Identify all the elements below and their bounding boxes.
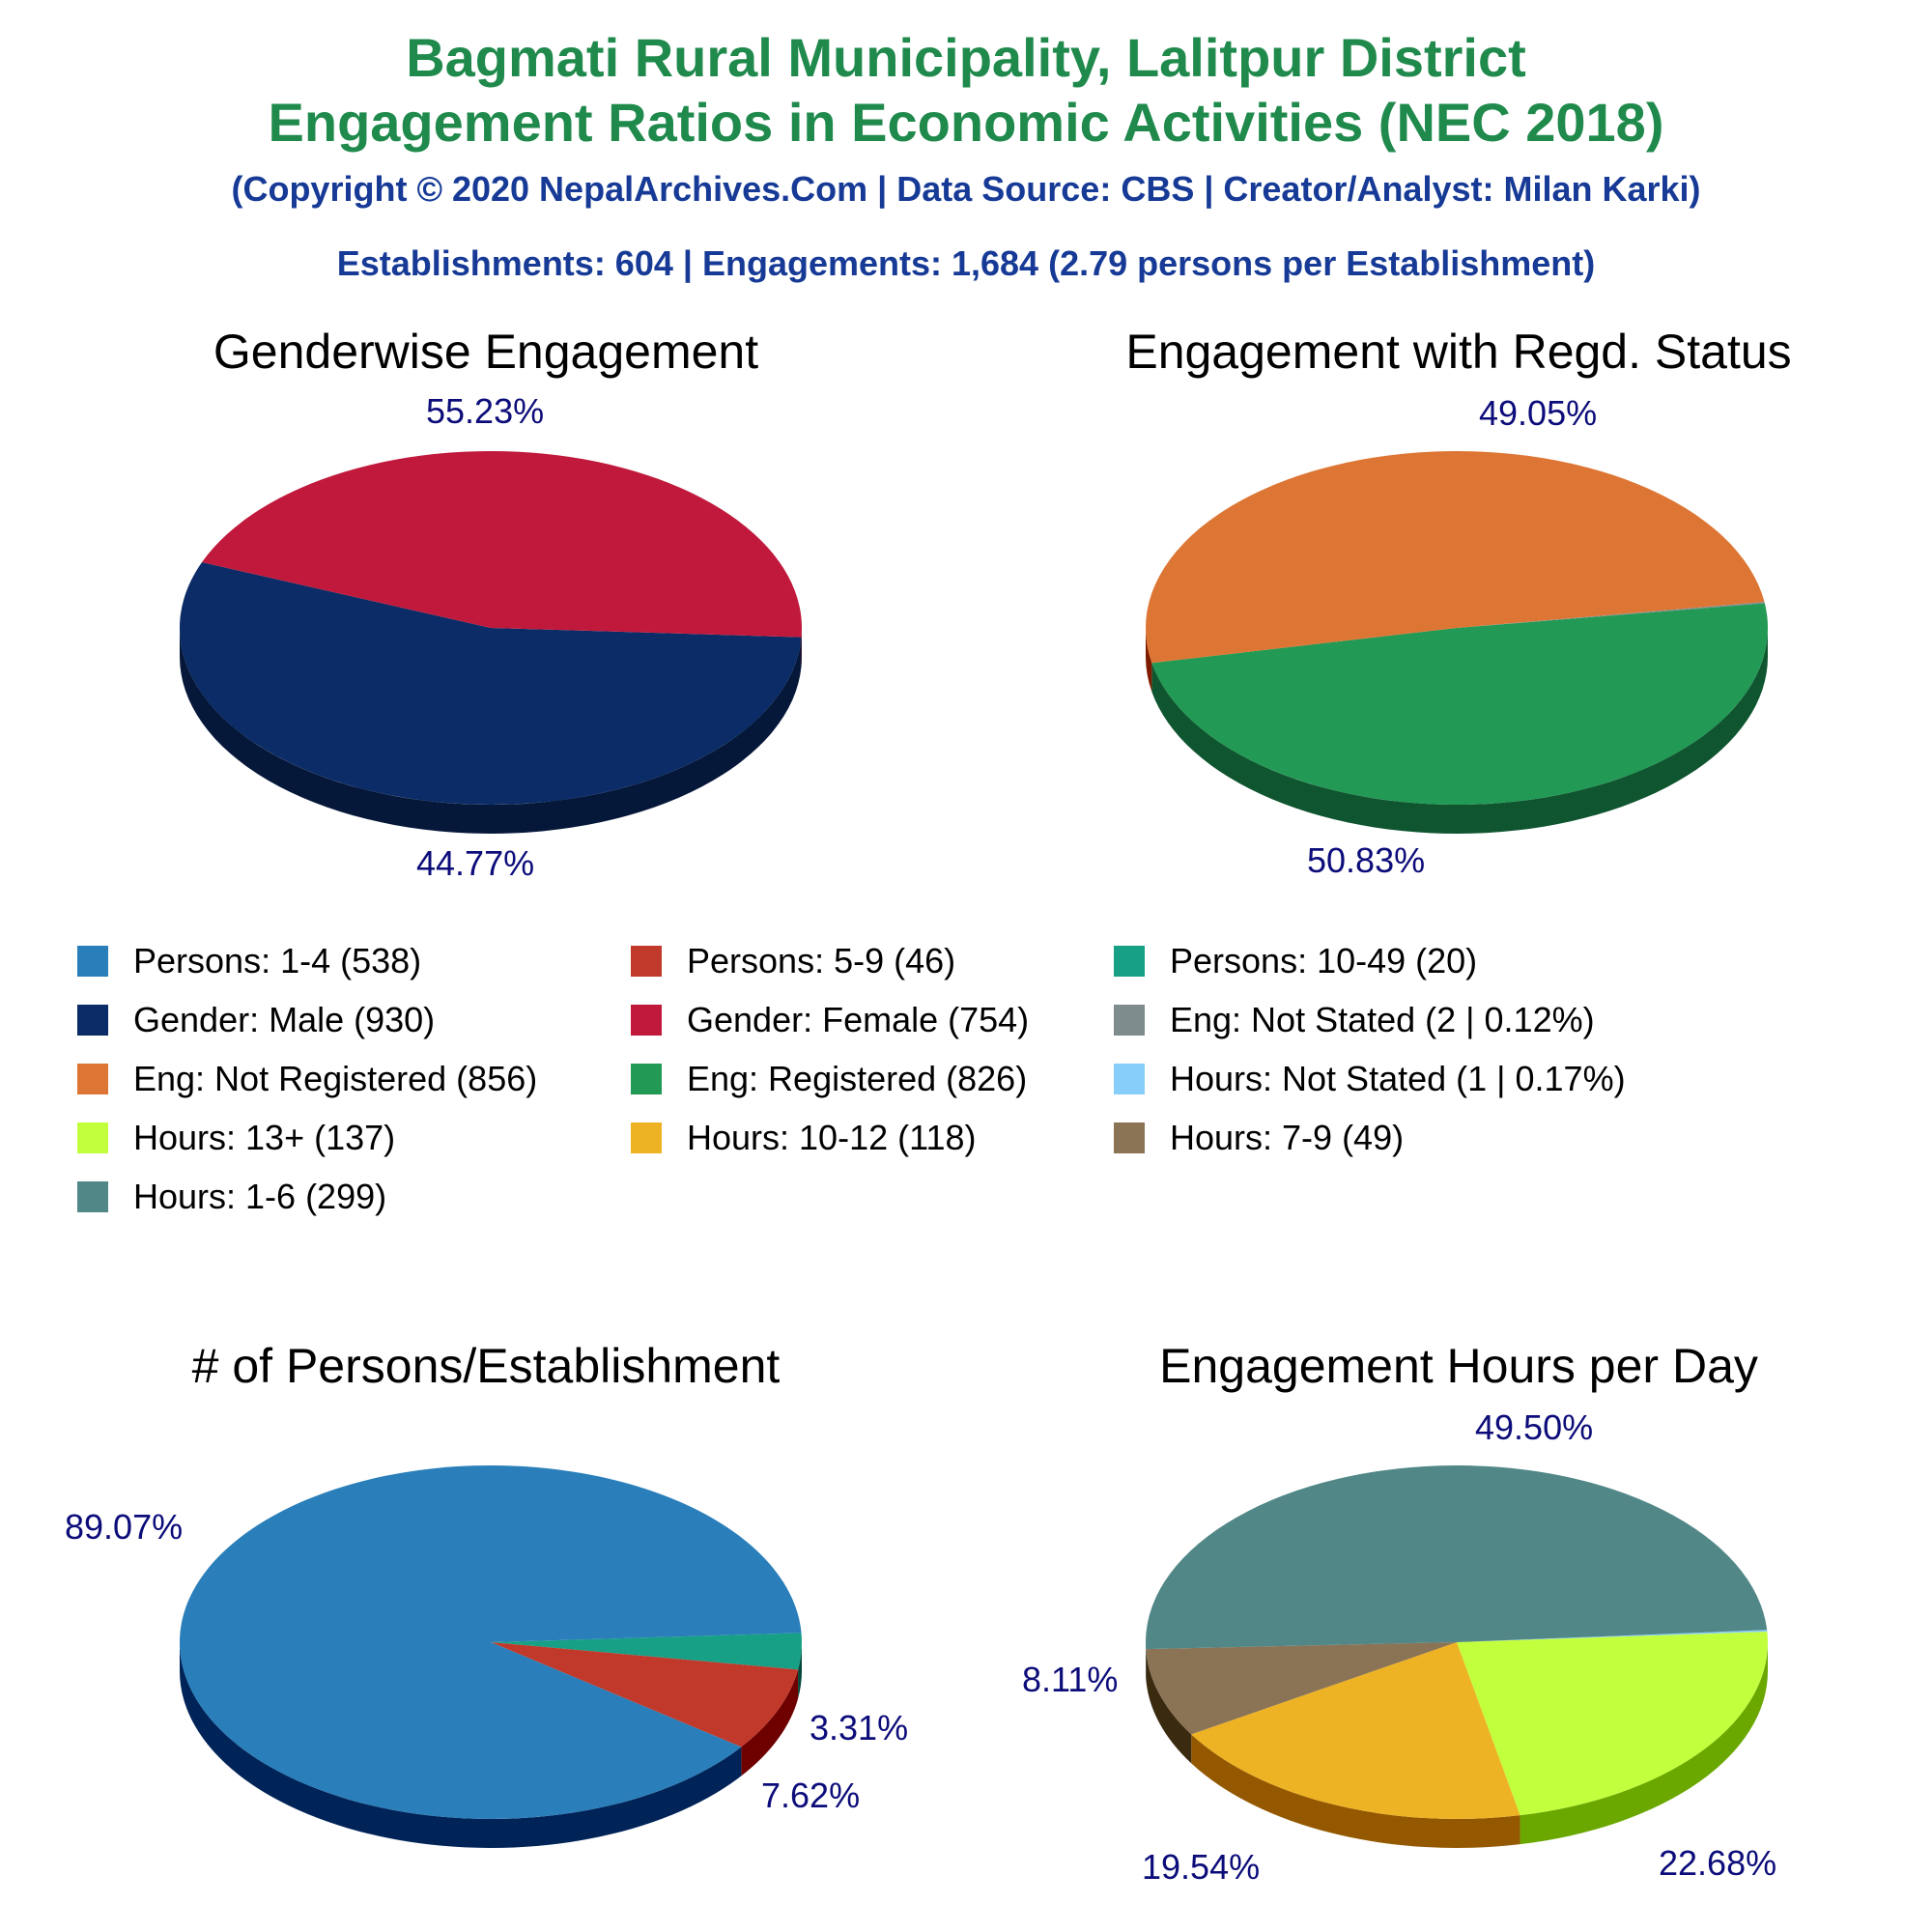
pie-side-hours-13- <box>1520 1642 1768 1845</box>
pie-side-hours-10-12 <box>1191 1734 1520 1849</box>
pie-group-0 <box>179 450 802 834</box>
pie-slice-persons-5-9 <box>491 1642 799 1747</box>
legend-swatch <box>1114 1122 1145 1153</box>
pie-side-persons-5-9 <box>741 1669 799 1776</box>
pct-label-persons-1-4: 89.07% <box>65 1507 184 1547</box>
pie-side-eng-registered <box>1151 628 1768 835</box>
pie-group-3 <box>1145 1464 1768 1849</box>
pct-label-hours-1-6: 49.50% <box>1475 1407 1594 1447</box>
pct-label-male: 55.23% <box>426 391 545 431</box>
legend-swatch <box>1114 1005 1145 1036</box>
pct-label-not-registered: 50.83% <box>1307 840 1426 880</box>
legend-swatch <box>77 1064 108 1094</box>
summary-line: Establishments: 604 | Engagements: 1,684… <box>336 243 1596 283</box>
pie-group-1 <box>1146 451 1769 835</box>
legend-swatch <box>631 1005 662 1036</box>
pie-side-eng-not-registered <box>1146 628 1152 693</box>
pie-slice-persons-10-49 <box>491 1633 802 1670</box>
copyright-line: (Copyright © 2020 NepalArchives.Com | Da… <box>231 169 1701 209</box>
pct-label-female: 44.77% <box>416 843 535 883</box>
pie-title-regd: Engagement with Regd. Status <box>1125 325 1792 379</box>
chart-title-line2: Engagement Ratios in Economic Activities… <box>268 92 1664 153</box>
pct-label-hours-13plus: 22.68% <box>1659 1843 1777 1883</box>
pie-slice-eng-not-stated <box>1457 602 1765 628</box>
pie-slice-eng-registered <box>1151 603 1769 806</box>
chart-title-line1: Bagmati Rural Municipality, Lalitpur Dis… <box>406 27 1526 88</box>
pct-label-hours-7-9: 8.11% <box>1022 1660 1119 1699</box>
pie-title-gender: Genderwise Engagement <box>213 325 759 379</box>
pct-label-hours-10-12: 19.54% <box>1142 1847 1261 1887</box>
legend-swatch <box>77 1005 108 1036</box>
pct-label-registered: 49.05% <box>1479 393 1598 433</box>
legend-swatch <box>77 946 108 977</box>
legend-swatch <box>631 1122 662 1153</box>
legend-swatch <box>1114 946 1145 977</box>
pie-slice-persons-1-4 <box>180 1464 802 1819</box>
pie-slice-hours-7-9 <box>1146 1642 1457 1735</box>
pie-title-persons: # of Persons/Establishment <box>191 1339 781 1393</box>
pie-slice-gender-female <box>202 450 802 638</box>
legend-swatch <box>77 1181 108 1212</box>
legend-swatch <box>1114 1064 1145 1094</box>
legend-swatch <box>631 1064 662 1094</box>
pie-side-persons-1-4 <box>180 1642 742 1848</box>
pie-slice-gender-male <box>179 562 802 805</box>
pie-side-gender-male <box>180 628 802 834</box>
pie-slice-hours-10-12 <box>1191 1642 1520 1819</box>
legend-swatch <box>77 1122 108 1153</box>
pie-side-persons-10-49 <box>798 1642 802 1699</box>
pct-label-persons-10-49: 3.31% <box>810 1708 909 1747</box>
pct-label-persons-5-9: 7.62% <box>761 1776 861 1815</box>
pie-slice-hours-13- <box>1457 1632 1768 1816</box>
pie-title-hours: Engagement Hours per Day <box>1159 1339 1758 1393</box>
pie-slice-hours-1-6 <box>1145 1464 1768 1650</box>
pie-slice-eng-not-registered <box>1146 451 1765 664</box>
legend-swatch <box>631 946 662 977</box>
pie-slice-hours-not-stated <box>1457 1630 1768 1642</box>
pie-group-2 <box>180 1464 802 1848</box>
pie-side-hours-7-9 <box>1146 1649 1192 1764</box>
